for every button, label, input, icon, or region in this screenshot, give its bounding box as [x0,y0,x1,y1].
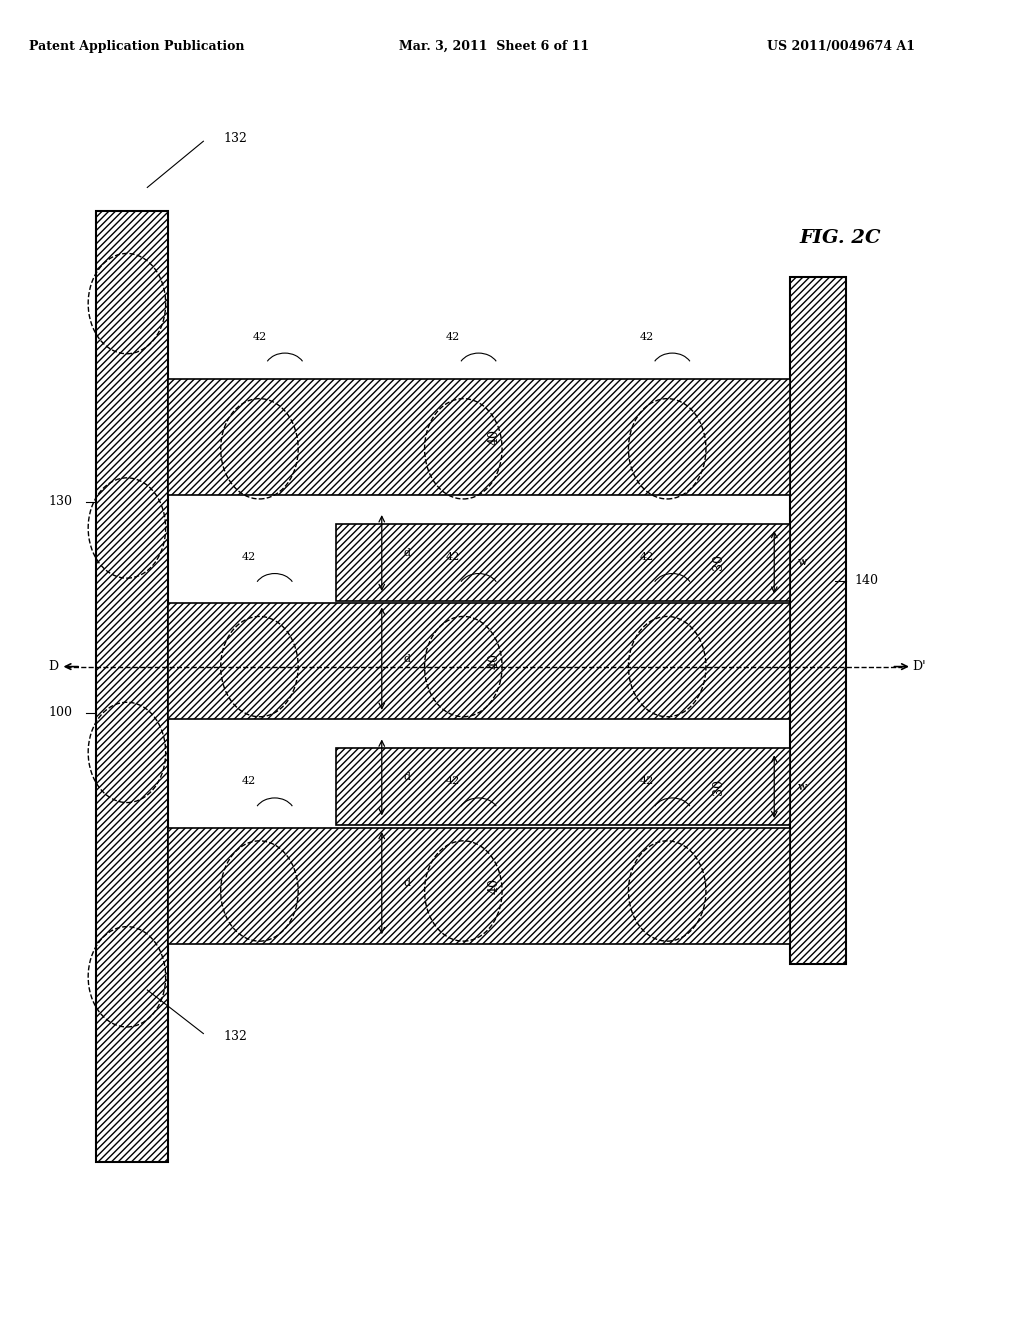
Text: 30: 30 [712,554,725,570]
Text: 100: 100 [49,706,73,719]
Text: 30: 30 [712,779,725,795]
Text: 40: 40 [487,653,501,669]
Text: D: D [48,660,58,673]
Text: 140: 140 [854,574,878,587]
Text: d: d [403,878,411,888]
Text: w: w [798,781,808,792]
Text: 42: 42 [640,776,654,787]
Text: 42: 42 [446,776,460,787]
Text: 42: 42 [640,331,654,342]
Text: FIG. 2C: FIG. 2C [800,228,882,247]
FancyBboxPatch shape [96,211,168,1162]
Text: Patent Application Publication: Patent Application Publication [30,40,245,53]
Text: w: w [798,557,808,568]
Text: 130: 130 [49,495,73,508]
Text: d: d [403,653,411,664]
Text: d: d [403,548,411,558]
Text: 40: 40 [487,429,501,445]
Text: US 2011/0049674 A1: US 2011/0049674 A1 [767,40,914,53]
Text: 132: 132 [224,1030,248,1043]
FancyBboxPatch shape [336,524,790,601]
Text: d: d [403,772,411,783]
Text: 42: 42 [252,331,266,342]
Text: 42: 42 [242,776,256,787]
FancyBboxPatch shape [168,603,790,719]
FancyBboxPatch shape [168,828,790,944]
Text: 42: 42 [640,552,654,562]
FancyBboxPatch shape [790,277,846,964]
Text: 40: 40 [487,878,501,894]
Text: 42: 42 [446,552,460,562]
FancyBboxPatch shape [168,379,790,495]
Text: 42: 42 [242,552,256,562]
Text: Mar. 3, 2011  Sheet 6 of 11: Mar. 3, 2011 Sheet 6 of 11 [398,40,589,53]
Text: D': D' [912,660,926,673]
FancyBboxPatch shape [336,748,790,825]
Text: 42: 42 [446,331,460,342]
Text: 132: 132 [224,132,248,145]
